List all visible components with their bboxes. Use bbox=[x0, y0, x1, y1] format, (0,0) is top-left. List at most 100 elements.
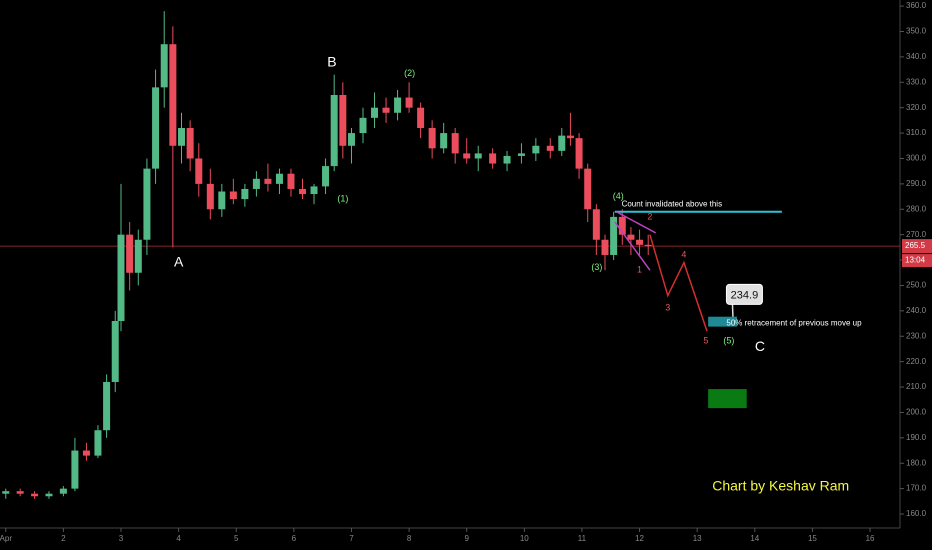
candle-body bbox=[31, 493, 39, 497]
callout-value: 234.9 bbox=[731, 289, 759, 301]
candle-body bbox=[644, 244, 652, 247]
projection-path bbox=[649, 234, 708, 332]
candle-body bbox=[252, 178, 260, 189]
candle-body bbox=[636, 239, 644, 245]
y-tick-label: 350.0 bbox=[906, 27, 927, 36]
x-tick-label: 7 bbox=[349, 534, 354, 543]
candle-body bbox=[359, 117, 367, 134]
countdown-label: 13:04 bbox=[905, 256, 926, 265]
candle-body bbox=[489, 153, 497, 164]
x-tick-label: 11 bbox=[578, 534, 587, 543]
candle-body bbox=[152, 87, 160, 169]
y-tick-label: 160.0 bbox=[906, 509, 927, 518]
candle-body bbox=[103, 381, 111, 431]
annotation: (3) bbox=[591, 262, 602, 272]
candle-body bbox=[71, 450, 79, 489]
y-tick-label: 170.0 bbox=[906, 484, 927, 493]
last-price-badge bbox=[902, 239, 932, 254]
candle-body bbox=[16, 491, 24, 494]
y-tick-label: 330.0 bbox=[906, 77, 927, 86]
x-tick-label: 10 bbox=[520, 534, 529, 543]
x-tick-label: 16 bbox=[866, 534, 875, 543]
y-tick-label: 220.0 bbox=[906, 357, 927, 366]
candle-body bbox=[94, 430, 102, 456]
candle-body bbox=[126, 234, 134, 273]
annotation: 3 bbox=[665, 303, 670, 313]
candle-body bbox=[160, 44, 168, 88]
candle-body bbox=[241, 188, 249, 200]
candle-body bbox=[111, 321, 119, 382]
y-tick-label: 210.0 bbox=[906, 382, 927, 391]
y-tick-label: 300.0 bbox=[906, 154, 927, 163]
annotation: (2) bbox=[404, 68, 415, 78]
candle-body bbox=[558, 135, 566, 151]
x-tick-label: 2 bbox=[61, 534, 66, 543]
candle-body bbox=[601, 239, 609, 255]
y-tick-label: 290.0 bbox=[906, 179, 927, 188]
annotation: Chart by Keshav Ram bbox=[712, 477, 849, 493]
candle-body bbox=[474, 153, 482, 159]
candle-body bbox=[347, 133, 355, 146]
candle-body bbox=[532, 145, 540, 154]
annotation: (1) bbox=[337, 193, 348, 203]
candle-body bbox=[264, 178, 272, 184]
candle-body bbox=[546, 145, 554, 151]
candle-body bbox=[371, 107, 379, 118]
trendline bbox=[616, 211, 657, 234]
candle-body bbox=[627, 234, 635, 240]
x-tick-label: 5 bbox=[234, 534, 239, 543]
x-tick-label: 3 bbox=[119, 534, 124, 543]
candle-body bbox=[428, 128, 436, 149]
y-tick-label: 190.0 bbox=[906, 433, 927, 442]
candle-body bbox=[394, 97, 402, 113]
y-tick-label: 340.0 bbox=[906, 52, 927, 61]
annotation: C bbox=[755, 338, 765, 354]
x-tick-label: 15 bbox=[808, 534, 817, 543]
candle-body bbox=[82, 450, 90, 456]
y-tick-label: 270.0 bbox=[906, 230, 927, 239]
x-tick-label: 6 bbox=[292, 534, 297, 543]
trendline bbox=[614, 221, 651, 271]
candle-body bbox=[134, 239, 142, 273]
y-tick-label: 230.0 bbox=[906, 331, 927, 340]
x-tick-label: 14 bbox=[750, 534, 759, 543]
annotation: (5) bbox=[723, 336, 734, 346]
candle-body bbox=[275, 173, 283, 184]
candle-body bbox=[117, 234, 125, 322]
annotation: (4) bbox=[613, 191, 624, 201]
y-tick-label: 360.0 bbox=[906, 1, 927, 10]
annotation: 5 bbox=[703, 336, 708, 346]
zone bbox=[708, 316, 737, 327]
x-tick-label: 4 bbox=[176, 534, 181, 543]
callout-box bbox=[725, 283, 763, 305]
candle-body bbox=[298, 188, 306, 195]
candle-body bbox=[177, 128, 185, 146]
annotation: A bbox=[174, 253, 184, 269]
x-tick-label: 12 bbox=[635, 534, 644, 543]
candle-body bbox=[322, 166, 330, 187]
candle-body bbox=[382, 107, 390, 113]
candle-body bbox=[503, 155, 511, 164]
candle-body bbox=[195, 158, 203, 184]
x-tick-label: 8 bbox=[407, 534, 412, 543]
y-tick-label: 180.0 bbox=[906, 458, 927, 467]
candle-body bbox=[592, 209, 600, 240]
annotation: Count invalidated above this bbox=[622, 199, 723, 208]
y-tick-label: 310.0 bbox=[906, 128, 927, 137]
annotation: B bbox=[327, 54, 336, 70]
annotation: 50% retracement of previous move up bbox=[726, 319, 862, 328]
candle-body bbox=[45, 493, 53, 497]
zone bbox=[708, 389, 747, 409]
candle-body bbox=[59, 488, 67, 494]
countdown-badge bbox=[902, 254, 932, 268]
annotation: 1 bbox=[637, 265, 642, 275]
annotation: 2 bbox=[647, 211, 652, 221]
y-tick-label: 240.0 bbox=[906, 306, 927, 315]
x-tick-label: 13 bbox=[693, 534, 702, 543]
candle-body bbox=[2, 491, 10, 494]
candle-body bbox=[584, 168, 592, 210]
candle-body bbox=[463, 153, 471, 159]
y-tick-label: 250.0 bbox=[906, 281, 927, 290]
